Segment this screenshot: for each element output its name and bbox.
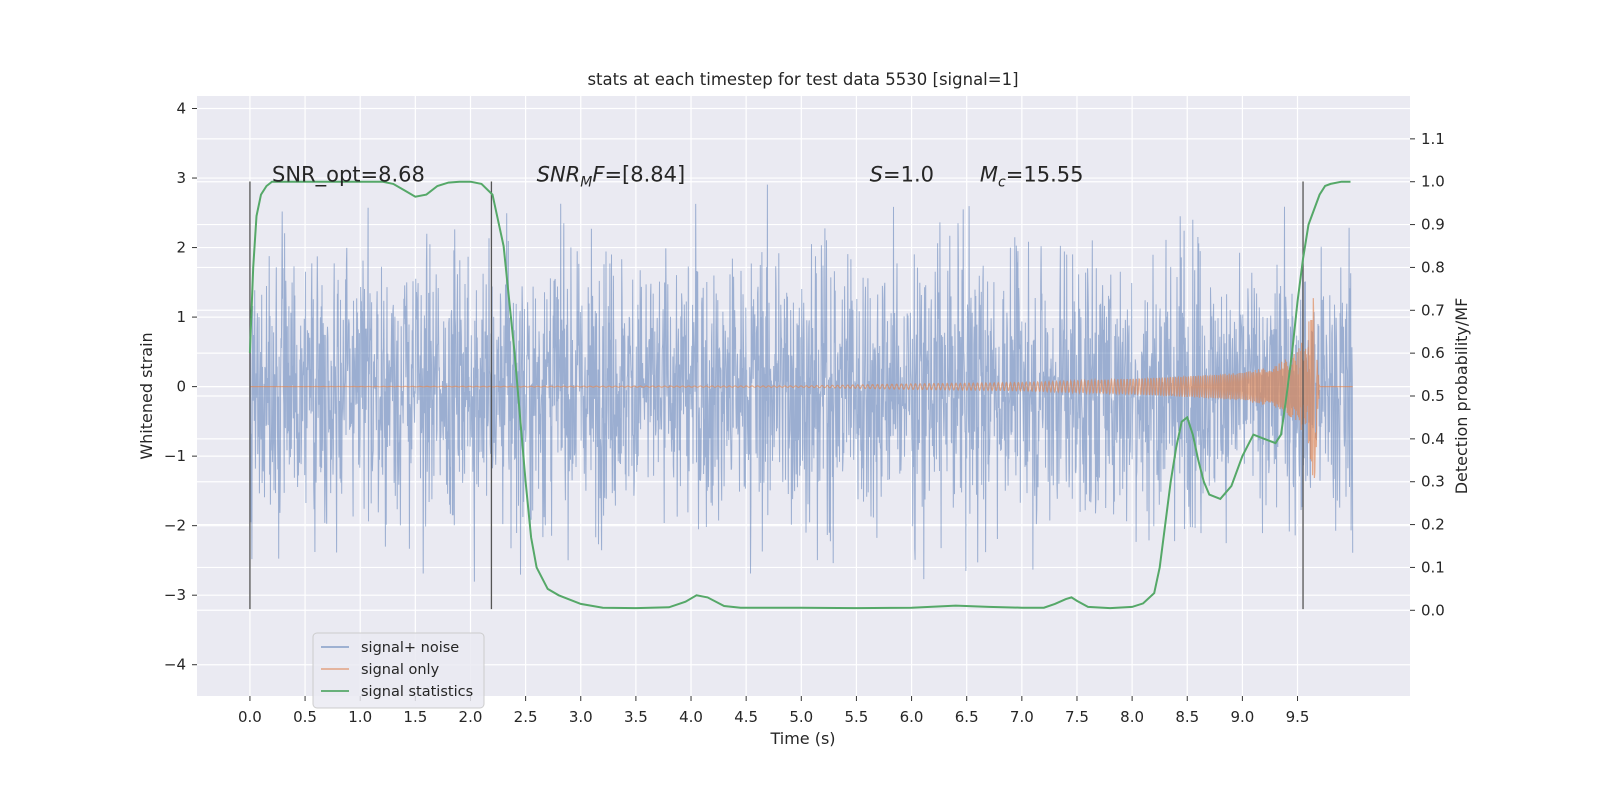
chart-title: stats at each timestep for test data 553… (587, 70, 1018, 89)
y-left-axis-ticks: −4 −3 −2 −1 0 1 2 3 4 (164, 100, 197, 674)
signal-only-series (249, 298, 1353, 479)
y-right-tick-label: 0.8 (1421, 258, 1445, 276)
y-left-tick-label: 4 (176, 100, 186, 118)
x-tick-label: 9.5 (1286, 708, 1310, 726)
annotation-text: SNR_opt=8.68 (272, 163, 425, 188)
annotations: SNR_opt=8.68 SNRMF=[8.84] S=1.0 Mc=15.55 (272, 163, 1083, 191)
x-tick-label: 0.5 (293, 708, 317, 726)
legend-label-signal-noise: signal+ noise (361, 640, 459, 656)
x-tick-label: 8.5 (1175, 708, 1199, 726)
annotation-part: F (592, 163, 605, 187)
legend-label-signal-only: signal only (361, 662, 440, 678)
annotation-part: =[8.84] (604, 163, 685, 187)
x-tick-label: 7.0 (1010, 708, 1034, 726)
x-tick-label: 1.0 (348, 708, 372, 726)
y-right-tick-label: 0.6 (1421, 344, 1445, 362)
y-right-tick-label: 0.2 (1421, 516, 1445, 534)
y-right-tick-label: 0.4 (1421, 430, 1445, 448)
annotation-part: S (870, 163, 883, 187)
y-left-tick-label: 2 (176, 239, 186, 257)
y-right-tick-label: 0.3 (1421, 473, 1445, 491)
y-left-tick-label: −2 (164, 517, 186, 535)
annotation-part: SNR (537, 163, 581, 187)
x-tick-label: 4.5 (734, 708, 758, 726)
legend-label-signal-statistics: signal statistics (361, 684, 473, 700)
y-left-tick-label: −4 (164, 656, 186, 674)
y-right-tick-label: 1.1 (1421, 130, 1445, 148)
y-left-tick-label: −3 (164, 586, 186, 604)
y-right-tick-label: 0.1 (1421, 558, 1445, 576)
annotation-text: S=1.0 (870, 163, 934, 187)
y-right-tick-label: 0.5 (1421, 387, 1445, 405)
x-axis-ticks: 0.0 0.5 1.0 1.5 2.0 2.5 3.0 3.5 4.0 4.5 5.0 5.5 6.0 6… (238, 696, 1309, 726)
x-tick-label: 8.0 (1120, 708, 1144, 726)
annotation-part: =15.55 (1006, 163, 1084, 187)
x-axis-label: Time (s) (769, 729, 835, 748)
y-right-tick-label: 1.0 (1421, 173, 1445, 191)
x-tick-label: 4.0 (679, 708, 703, 726)
annotation-part: M (980, 163, 998, 187)
y-left-axis-label: Whitened strain (137, 332, 156, 459)
annotation-text: SNRMF=[8.84] (537, 163, 686, 191)
x-tick-label: 5.0 (789, 708, 813, 726)
y-right-tick-label: 0.9 (1421, 216, 1445, 234)
y-right-tick-label: 0.7 (1421, 301, 1445, 319)
annotation-text: Mc=15.55 (980, 163, 1084, 191)
signal-noise-series (249, 184, 1354, 582)
x-tick-label: 2.5 (514, 708, 538, 726)
x-tick-label: 6.0 (900, 708, 924, 726)
signal-only-line (249, 298, 1353, 479)
y-left-tick-label: 0 (176, 378, 186, 396)
annotation-part: M (580, 175, 592, 191)
x-tick-label: 7.5 (1065, 708, 1089, 726)
legend-box (312, 632, 485, 709)
x-tick-label: 2.0 (459, 708, 483, 726)
y-left-tick-label: 1 (176, 308, 186, 326)
legend: signal+ noise signal only signal statist… (312, 632, 485, 709)
x-tick-label: 3.5 (624, 708, 648, 726)
x-tick-label: 0.0 (238, 708, 262, 726)
annotation-part: =1.0 (883, 163, 934, 187)
y-right-axis-label: Detection probability/MF (1452, 298, 1471, 495)
y-right-axis-ticks: 0.0 0.1 0.2 0.3 0.4 0.5 0.6 0.7 0.8 0.9 1.0 1.1 (1410, 130, 1445, 619)
signal-statistics-series (248, 180, 1351, 610)
x-tick-label: 3.0 (569, 708, 593, 726)
x-tick-label: 6.5 (955, 708, 979, 726)
y-left-tick-label: −1 (164, 447, 186, 465)
annotation-part: c (998, 175, 1006, 191)
annotation-part: SNR_opt=8.68 (272, 163, 425, 188)
signal-noise-line (249, 184, 1354, 582)
y-right-tick-label: 0.0 (1421, 601, 1445, 619)
x-tick-label: 9.0 (1230, 708, 1254, 726)
x-tick-label: 1.5 (403, 708, 427, 726)
y-left-tick-label: 3 (176, 169, 186, 187)
x-tick-label: 5.5 (845, 708, 869, 726)
signal-statistics-line (248, 180, 1351, 610)
